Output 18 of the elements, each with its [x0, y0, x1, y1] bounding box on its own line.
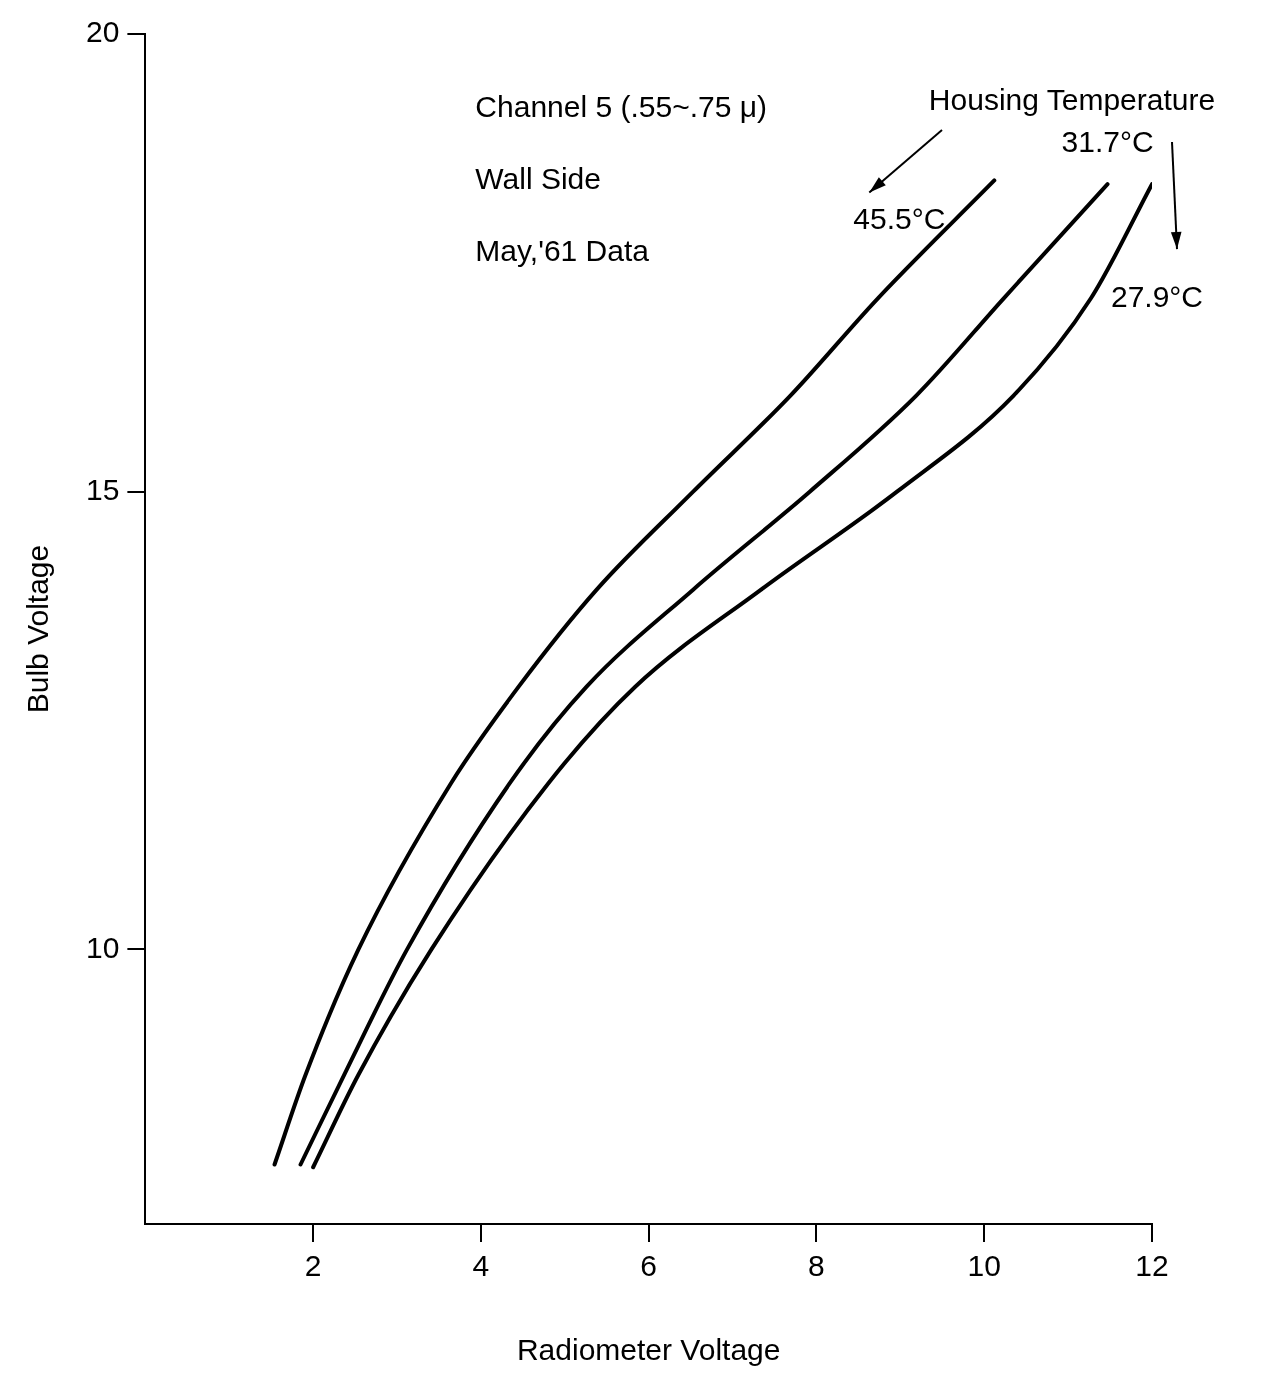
x-axis-title: Radiometer Voltage [516, 1333, 781, 1367]
series-label: 31.7°C [1061, 125, 1154, 159]
y-tick-label: 20 [85, 15, 120, 49]
y-tick-label: 10 [85, 930, 120, 964]
x-tick-label: 2 [304, 1249, 322, 1283]
annotation: Wall Side [475, 162, 601, 196]
y-axis-title: Bulb Voltage [21, 544, 55, 714]
y-tick-label: 15 [85, 472, 120, 506]
x-tick-label: 6 [640, 1249, 658, 1283]
annotation: Housing Temperature [928, 83, 1216, 117]
annotation: Channel 5 (.55~.75 μ) [475, 90, 768, 124]
x-tick-label: 10 [967, 1249, 1001, 1283]
annotation: May,'61 Data [475, 234, 650, 268]
legend-label: 45.5°C [853, 201, 946, 235]
legend-label: 27.9°C [1110, 280, 1204, 314]
x-tick-label: 8 [808, 1249, 825, 1283]
x-tick-label: 12 [1135, 1249, 1169, 1283]
x-tick-label: 4 [472, 1249, 490, 1283]
